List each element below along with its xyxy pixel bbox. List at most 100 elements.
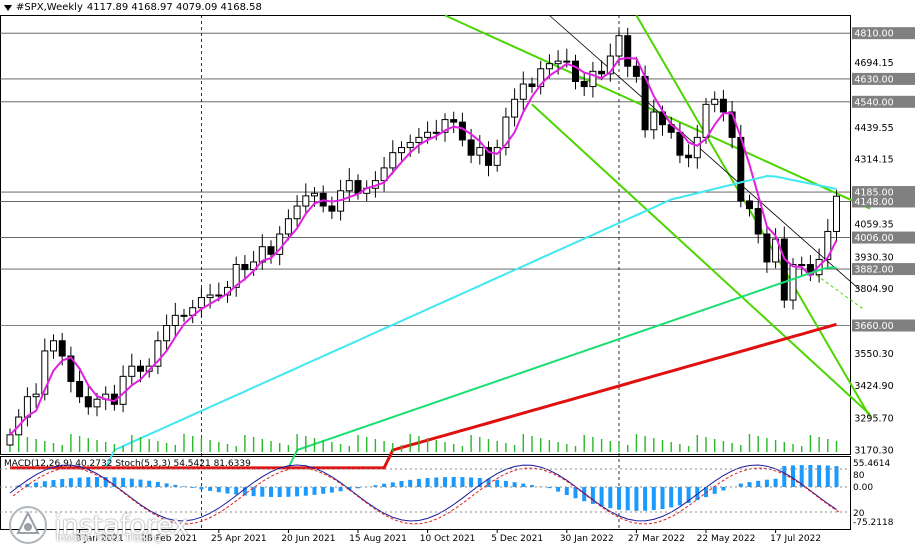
volume-bar (226, 444, 229, 452)
macd-histogram-bar (373, 485, 378, 487)
volume-bar (261, 439, 263, 452)
volume-bar (600, 439, 603, 452)
macd-histogram-bar (573, 487, 578, 499)
macd-histogram-bar (834, 466, 839, 487)
price-axis-label: 3170.30 (854, 446, 893, 457)
volume-bar (522, 434, 524, 452)
macd-histogram-bar (303, 487, 308, 496)
volume-bar (400, 445, 403, 452)
price-axis-label: 4185.00 (854, 188, 893, 199)
candle-body (545, 63, 553, 70)
volume-bar (479, 437, 481, 452)
volume-bar (313, 438, 316, 452)
candle-body (50, 340, 57, 352)
price-axis-label: 4148.00 (854, 197, 893, 208)
macd-histogram-bar (199, 487, 204, 490)
macd-histogram-bar (416, 478, 421, 487)
candle-body (424, 131, 432, 138)
time-axis-label: 27 Mar 2022 (628, 534, 685, 544)
ma-cyan-line (10, 174, 837, 469)
volume-bar (818, 437, 820, 452)
time-axis-label: 30 Jan 2022 (560, 534, 614, 544)
ma-red-line (10, 322, 837, 470)
ma-magenta-line (9, 56, 838, 436)
stoch-label: Stoch(5,3,3) 54.5421 81.6339 (115, 459, 251, 469)
time-axis-label: 10 Oct 2021 (420, 534, 476, 544)
volume-bar (513, 445, 516, 452)
macd-histogram-bar (469, 477, 474, 487)
macd-histogram-bar (521, 483, 526, 487)
volume-bar (348, 446, 350, 452)
candle-body (180, 314, 188, 317)
volume-bar (122, 446, 124, 452)
macd-histogram-bar (147, 480, 152, 487)
volume-bar (696, 435, 698, 452)
macd-histogram-bar (295, 487, 300, 497)
candle-body (398, 147, 405, 154)
volume-bar (740, 445, 742, 452)
volume-bar (209, 440, 211, 452)
macd-histogram-bar (808, 465, 813, 487)
volume-bar (44, 441, 46, 452)
main-plot-frame (0, 15, 851, 455)
candle-body (241, 264, 249, 271)
candle-body (267, 246, 275, 255)
volume-bar (557, 442, 559, 452)
macd-histogram-bar (216, 487, 221, 493)
logo-tagline: Instant Forex Trading (56, 533, 162, 544)
volume-bar (644, 436, 646, 452)
macd-histogram-bar (660, 487, 665, 509)
price-label-box (852, 95, 915, 108)
macd-histogram-bar (251, 487, 256, 497)
price-axis-label: 3882.00 (854, 265, 893, 276)
candle-body (711, 98, 719, 105)
candle-body (676, 131, 684, 156)
candle-body (519, 83, 527, 100)
macd-histogram-bar (721, 487, 726, 491)
macd-histogram-bar (556, 487, 561, 492)
channel-line-upper-1 (444, 14, 871, 210)
macd-histogram-bar (530, 485, 534, 487)
macd-histogram-bar (225, 487, 230, 494)
macd-histogram-bar (121, 477, 126, 487)
volume-bar (183, 434, 185, 452)
macd-histogram-bar (103, 477, 108, 487)
volume-bar (374, 439, 377, 452)
volume-bar (9, 446, 11, 452)
volume-bar (766, 438, 768, 452)
candle-body (328, 205, 336, 212)
volume-bar (296, 434, 298, 452)
macd-histogram-bar (312, 487, 317, 495)
candle-body (754, 208, 762, 235)
macd-histogram-bar (599, 487, 604, 507)
macd-histogram-bar (451, 477, 456, 487)
macd-histogram-bar (495, 479, 500, 487)
volume-bar (322, 440, 324, 452)
candle-body (702, 103, 710, 138)
volume-bar (392, 443, 394, 452)
macd-histogram-bar (634, 487, 639, 511)
instaforex-emblem-icon (9, 506, 47, 544)
candle-body (580, 80, 588, 88)
candle-body (6, 434, 14, 446)
price-label-box (852, 72, 915, 85)
candle-body (606, 55, 614, 75)
macd-histogram-bar (86, 477, 91, 487)
collapse-triangle-icon[interactable] (4, 4, 12, 11)
macd-histogram-bar (773, 478, 778, 487)
volume-bar (339, 444, 342, 452)
macd-histogram-bar (547, 487, 552, 489)
volume-bar (809, 435, 812, 452)
macd-histogram-bar (190, 487, 195, 488)
candle-body (641, 75, 649, 131)
time-axis-label: 28 Feb 2021 (141, 534, 197, 544)
macd-histogram-bar (173, 484, 178, 487)
price-axis-label: 3550.30 (854, 349, 893, 360)
volume-bar (757, 436, 759, 452)
chart-header: #SPX,Weekly 4117.89 4168.97 4079.09 4168… (4, 2, 262, 13)
time-axis-label: 17 Jul 2022 (770, 534, 821, 544)
volume-bar (244, 435, 246, 452)
volume-bar (192, 436, 194, 452)
volume-bar (453, 444, 455, 452)
